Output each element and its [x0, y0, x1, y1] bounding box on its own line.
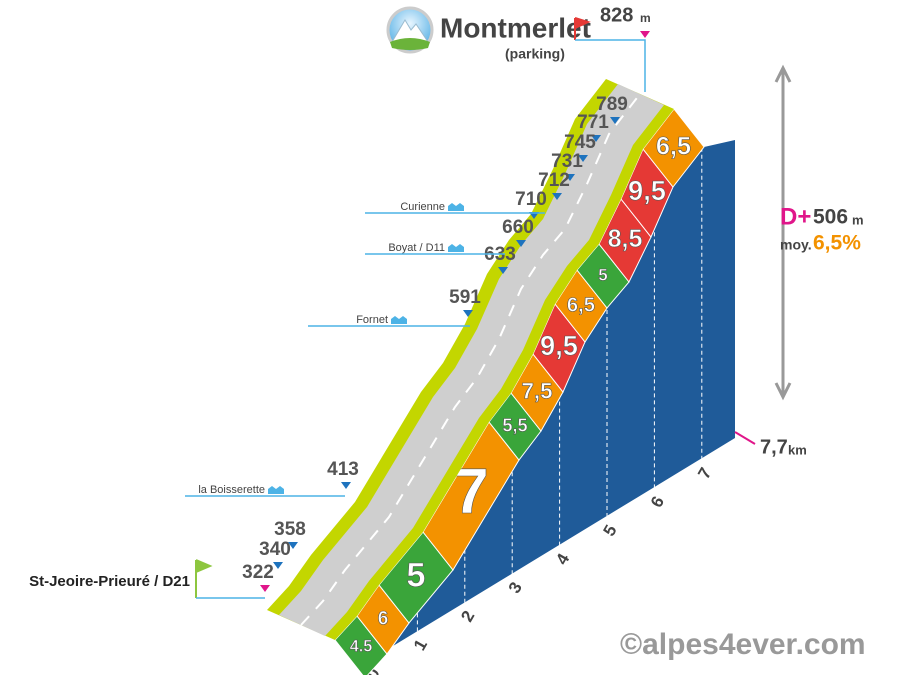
dplus-value: 506: [813, 206, 848, 229]
length-unit: km: [788, 442, 807, 457]
start-flag: [195, 559, 213, 598]
km-label: 2: [457, 607, 478, 625]
km-label: 4: [552, 550, 573, 568]
place-name: Boyat / D11: [388, 242, 445, 254]
start-name: St-Jeoire-Prieuré / D21: [29, 573, 190, 590]
gradient-label: 6,5: [656, 133, 691, 161]
height-arrow: [774, 64, 792, 401]
place-icon: [268, 486, 284, 494]
altitude-marker: [288, 542, 298, 549]
place-icon: [448, 203, 464, 211]
place-icon: [391, 316, 407, 324]
altitude-label: 731: [551, 151, 583, 172]
logo: [386, 6, 434, 54]
gradient-label: 5: [598, 266, 607, 285]
km-label: 1: [410, 636, 431, 654]
km-label: 7: [694, 464, 715, 482]
copyright: ©alpes4ever.com: [620, 628, 866, 661]
altitude-marker: [591, 135, 601, 142]
gradient-label: 7,5: [521, 378, 552, 403]
summit-altitude: 828: [600, 4, 633, 26]
altitude-marker: [463, 310, 473, 317]
km-label: 3: [505, 579, 526, 597]
length-leader: [734, 431, 756, 445]
summit-unit: m: [640, 11, 651, 25]
gradient-label: 6,5: [567, 294, 595, 316]
altitude-label: 660: [502, 217, 534, 238]
km-label: 6: [647, 493, 668, 511]
summit-marker: [640, 31, 650, 38]
summit-name: Montmerlet: [440, 12, 591, 43]
altitude-label: 710: [515, 189, 547, 210]
gradient-label: 5,5: [502, 415, 527, 435]
altitude-marker: [565, 174, 575, 181]
altitude-marker: [610, 117, 620, 124]
road-center: [300, 93, 641, 626]
gradient-label: 9,5: [628, 175, 666, 206]
place-name: la Boisserette: [198, 484, 265, 496]
gradient-face: [642, 108, 705, 188]
altitude-label: 771: [577, 112, 609, 133]
wall: [365, 140, 735, 675]
altitude-marker: [578, 155, 588, 162]
km-label: 5: [600, 522, 621, 540]
avg-label: moy.: [780, 237, 812, 253]
altitude-label: 591: [449, 287, 481, 308]
place-name: Fornet: [356, 314, 388, 326]
dplus-label: D+: [780, 203, 811, 230]
summit-flag: [574, 17, 591, 40]
start-altitude: 322: [242, 562, 274, 583]
gradient-label: 4.5: [350, 637, 373, 655]
gradient-label: 6: [378, 609, 389, 630]
altitude-label: 789: [596, 94, 628, 115]
altitude-label: 745: [564, 132, 596, 153]
altitude-label: 340: [259, 539, 291, 560]
altitude-marker: [273, 562, 283, 569]
altitude-marker: [516, 240, 526, 247]
gradient-label: 5: [406, 557, 425, 595]
length-value: 7,7: [760, 436, 788, 458]
avg-value: 6,5%: [813, 232, 861, 255]
altitude-marker: [552, 193, 562, 200]
gradient-label: 8,5: [608, 225, 643, 253]
altitude-label: 413: [327, 459, 359, 480]
summit-leader: [575, 39, 646, 92]
start-marker: [260, 585, 270, 592]
place-icon: [448, 244, 464, 252]
altitude-marker: [498, 267, 508, 274]
gradient-label: 9,5: [540, 330, 578, 361]
altitude-marker: [341, 482, 351, 489]
summit-note: (parking): [505, 46, 565, 62]
dplus-unit: m: [852, 212, 864, 227]
place-name: Curienne: [400, 201, 445, 213]
altitude-label: 358: [274, 519, 306, 540]
altitude-label: 712: [538, 170, 570, 191]
